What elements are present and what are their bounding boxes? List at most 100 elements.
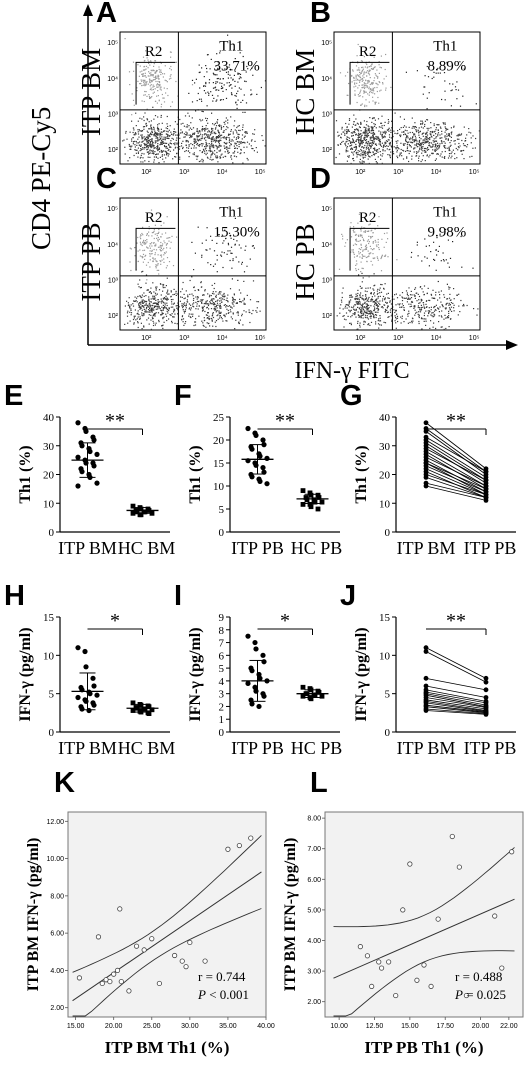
- data-point: [492, 913, 498, 919]
- y-tick: 40: [43, 412, 55, 424]
- paired-line: [425, 651, 487, 683]
- data-point: [91, 437, 97, 443]
- data-point: [172, 952, 178, 959]
- data-point: [386, 959, 392, 965]
- x-tick: 35.00: [219, 1023, 237, 1030]
- chart-f: F 0 5 10 15 20 25 Th1 (%) ITP PB HC PB **: [174, 380, 342, 558]
- y-tick: 15: [213, 458, 225, 470]
- data-point: [315, 506, 321, 512]
- flow-panel-d: D HC PB R2 Th1 9.98% 10² 10³ 10⁴ 10⁵ 10⁵ 10⁴ 10³ 10²: [290, 163, 481, 342]
- data-point: [423, 428, 429, 434]
- data-point: [83, 664, 89, 670]
- flow-row-label: HC BM: [290, 49, 320, 135]
- data-point: [76, 975, 83, 981]
- x-category-label: HC PB: [291, 738, 343, 758]
- data-point: [499, 965, 505, 971]
- y-axis-label: IFN-γ (pg/ml): [187, 627, 204, 721]
- data-point: [376, 959, 382, 965]
- x-category-label: ITP BM: [397, 538, 456, 558]
- data-point: [236, 842, 242, 849]
- data-point: [300, 488, 306, 493]
- paired-line: [425, 468, 487, 495]
- paired-line: [425, 465, 487, 493]
- y-tick: 30: [43, 441, 55, 453]
- y-tick: 4.00: [307, 938, 321, 945]
- flow-x-tick: 10⁴: [217, 169, 228, 176]
- flow-y-tick: 10⁵: [107, 40, 118, 47]
- gate-r2-label: R2: [145, 44, 163, 60]
- panel-letter-i: I: [174, 580, 182, 612]
- data-point: [319, 693, 325, 699]
- flow-x-tick: 10⁵: [469, 335, 480, 342]
- flow-row-label: ITP PB: [76, 222, 106, 301]
- data-point: [456, 864, 462, 870]
- data-point: [126, 988, 132, 994]
- flow-x-tick: 10²: [141, 335, 152, 342]
- y-tick: 15: [379, 612, 391, 624]
- y-tick: 0: [385, 727, 391, 739]
- y-axis-label: Th1 (%): [187, 445, 204, 503]
- flow-x-tick: 10⁴: [431, 335, 442, 342]
- flow-panel-c: C ITP PB R2 Th1 15.30% 10² 10³ 10⁴ 10⁵ 10⁵ 10⁴ 10³ 1…: [76, 163, 267, 342]
- x-category-label: ITP BM: [397, 738, 456, 758]
- y-tick: 20: [213, 435, 225, 447]
- flow-y-tick: 10³: [108, 111, 119, 118]
- y-tick: 7.00: [307, 846, 321, 853]
- flow-x-tick: 10⁵: [255, 169, 266, 176]
- flow-y-tick: 10⁴: [107, 76, 118, 83]
- data-point: [421, 962, 427, 968]
- data-point: [357, 944, 363, 950]
- data-point: [423, 649, 429, 654]
- flow-y-tick: 10²: [108, 147, 119, 154]
- data-point: [300, 693, 306, 699]
- data-point: [130, 700, 136, 706]
- x-category-label: HC PB: [291, 538, 343, 558]
- y-tick: 9: [219, 612, 225, 624]
- chart-k: K 15.00 20.00 25.00 30.00 35.00 40.00 2.00 4.00 6…: [25, 767, 275, 1057]
- y-tick: 10.00: [46, 856, 64, 863]
- data-point: [435, 916, 441, 922]
- data-point: [483, 679, 489, 685]
- flow-events: [124, 209, 261, 330]
- flow-x-tick: 10⁴: [217, 335, 228, 342]
- data-point: [87, 448, 93, 455]
- data-point: [423, 474, 429, 480]
- data-point: [319, 499, 325, 505]
- confidence-band: [333, 950, 515, 1017]
- y-tick: 5: [219, 504, 225, 516]
- y-tick: 3.00: [307, 969, 321, 976]
- data-point: [130, 503, 136, 509]
- data-point: [483, 469, 489, 475]
- data-point: [316, 689, 322, 695]
- panel-letter-f: F: [174, 380, 192, 412]
- paired-line: [425, 422, 487, 470]
- th1-value: 33.71%: [213, 58, 259, 74]
- data-point: [99, 980, 105, 987]
- panel-letter-g: G: [340, 380, 363, 412]
- x-tick: 17.50: [436, 1023, 454, 1030]
- confidence-band: [72, 908, 262, 1017]
- data-point: [87, 691, 93, 697]
- paired-line: [425, 702, 487, 712]
- flow-x-tick: 10⁵: [469, 169, 480, 176]
- data-point: [146, 704, 152, 710]
- paired-line: [425, 462, 487, 490]
- paired-line: [425, 482, 487, 498]
- flow-x-tick: 10²: [141, 169, 152, 176]
- data-point: [257, 675, 263, 681]
- data-point: [187, 939, 193, 946]
- x-axis-label: ITP BM Th1 (%): [105, 1038, 230, 1057]
- data-point: [300, 502, 306, 507]
- data-point: [252, 639, 258, 646]
- paired-line: [425, 474, 487, 496]
- p-value: = 0.025: [463, 987, 506, 1002]
- paired-line: [425, 428, 487, 472]
- x-tick: 25.00: [143, 1023, 161, 1030]
- data-point: [483, 711, 489, 717]
- flow-events: [336, 213, 479, 330]
- y-tick: 5: [219, 663, 225, 675]
- flow-y-tick: 10²: [322, 313, 333, 320]
- data-point: [79, 469, 85, 475]
- data-point: [483, 477, 489, 483]
- data-point: [261, 693, 267, 699]
